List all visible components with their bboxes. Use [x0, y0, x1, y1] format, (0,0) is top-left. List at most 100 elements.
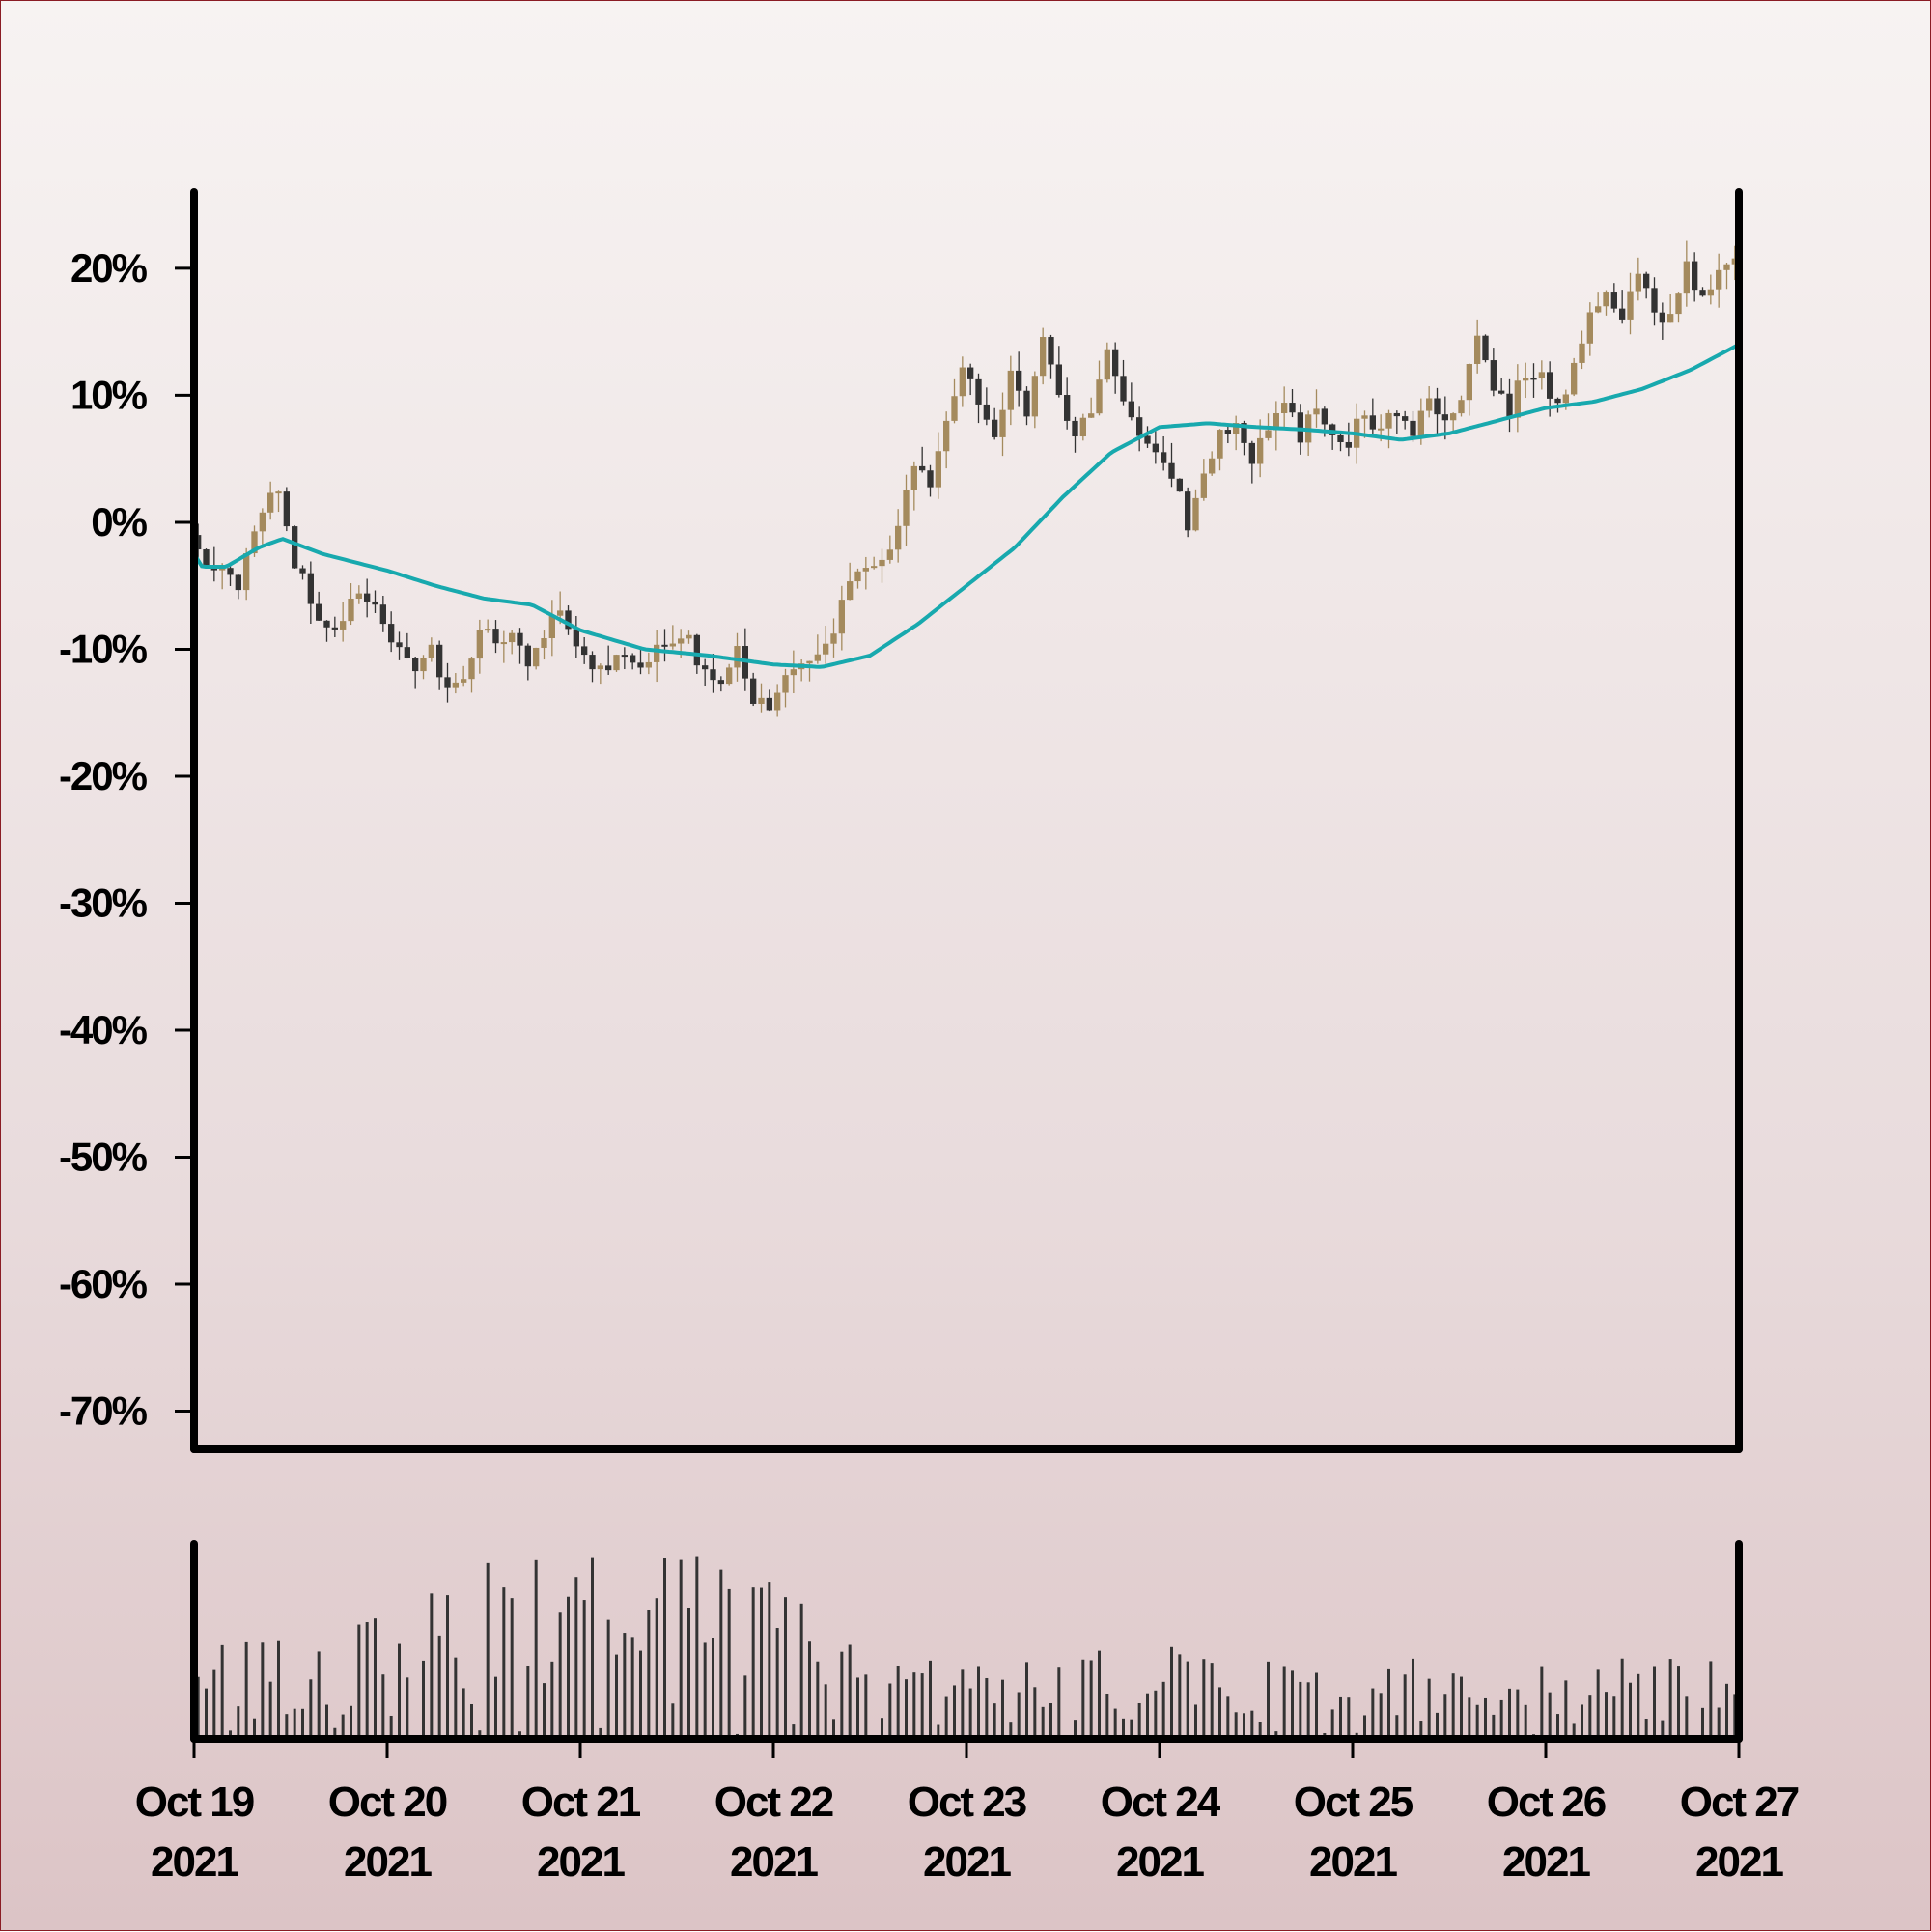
volume-bar	[454, 1657, 458, 1739]
volume-bar	[430, 1593, 434, 1739]
candle-body	[823, 643, 829, 655]
candle-body	[1337, 434, 1344, 442]
candle-body	[1361, 415, 1368, 419]
candle-body	[1579, 343, 1585, 363]
candle-body	[468, 658, 475, 680]
candle-body	[1716, 269, 1722, 290]
volume-bar	[494, 1676, 497, 1739]
candle-body	[1257, 437, 1264, 464]
x-tick-label-year: 2021	[730, 1838, 818, 1886]
candle-body	[597, 665, 603, 670]
candle-body	[702, 665, 709, 670]
candle-body	[1385, 412, 1392, 429]
volume-bar	[1218, 1687, 1221, 1739]
candle-body	[348, 598, 354, 622]
candle-body	[235, 574, 241, 591]
x-tick-label-year: 2021	[923, 1838, 1011, 1886]
volume-bar	[1371, 1688, 1375, 1739]
volume-bar	[1443, 1694, 1447, 1739]
candle-body	[919, 465, 926, 471]
candle-body	[492, 629, 499, 644]
candle-body	[1643, 273, 1650, 289]
candle-body	[1619, 308, 1626, 320]
x-tick-label-year: 2021	[151, 1838, 238, 1886]
candle-body	[935, 451, 941, 488]
candle-body	[307, 573, 314, 604]
volume-bar	[389, 1715, 393, 1739]
candle-body	[1410, 420, 1416, 436]
y-tick-label: -60%	[59, 1261, 148, 1306]
volume-bar	[920, 1673, 924, 1739]
candle-body	[557, 610, 564, 616]
candle-body	[1224, 430, 1231, 434]
volume-bar	[985, 1677, 989, 1739]
volume-bar	[1644, 1719, 1648, 1739]
y-tick-label: -10%	[59, 626, 148, 671]
volume-bar	[1041, 1706, 1045, 1739]
volume-bar	[695, 1556, 699, 1739]
volume-bar	[1250, 1710, 1254, 1739]
volume-bar	[1436, 1712, 1439, 1739]
candle-body	[500, 642, 507, 645]
volume-bar	[1170, 1646, 1173, 1739]
candle-body	[1040, 337, 1047, 377]
candle-body	[686, 634, 692, 639]
candle-body	[710, 669, 716, 681]
candle-body	[1393, 412, 1400, 417]
volume-bar	[398, 1643, 401, 1739]
volume-bar	[317, 1651, 321, 1739]
volume-bar	[824, 1684, 827, 1739]
volume-bar	[1427, 1678, 1431, 1739]
y-tick-label: 10%	[70, 372, 148, 417]
candle-body	[1055, 364, 1062, 396]
y-tick-label: 0%	[91, 499, 147, 545]
candle-body	[517, 632, 523, 646]
volume-bar	[1033, 1687, 1037, 1739]
volume-bar	[792, 1724, 796, 1739]
volume-bar	[1258, 1722, 1262, 1739]
candle-body	[1482, 335, 1489, 361]
candle-body	[1441, 414, 1448, 421]
candle-body	[1031, 376, 1038, 417]
volume-bar	[437, 1635, 441, 1739]
volume-bar	[1717, 1707, 1721, 1739]
candle-body	[1265, 430, 1272, 438]
candle-body	[1104, 349, 1110, 380]
volume-bar	[768, 1582, 771, 1739]
volume-bar	[671, 1703, 675, 1739]
volume-bar	[534, 1559, 538, 1739]
candle-body	[693, 634, 700, 666]
candle-body	[1659, 312, 1665, 323]
x-tick-label-year: 2021	[537, 1838, 625, 1886]
volume-bar	[543, 1683, 546, 1739]
volume-bar	[1363, 1715, 1366, 1739]
candle-body	[573, 629, 579, 647]
candle-body	[548, 615, 555, 639]
x-tick-label-date: Oct 23	[908, 1778, 1026, 1826]
candle-body	[1144, 435, 1151, 444]
volume-bar	[1581, 1704, 1583, 1739]
candle-body	[1530, 378, 1537, 380]
volume-axes	[190, 1540, 1743, 1743]
volume-bar	[647, 1610, 651, 1739]
candle-body	[871, 566, 878, 569]
candle-body	[726, 667, 733, 685]
volume-bar	[1572, 1723, 1576, 1739]
candle-body	[903, 490, 910, 526]
volume-bar	[1395, 1715, 1399, 1739]
candle-body	[243, 553, 250, 591]
volume-bar	[1588, 1695, 1592, 1739]
candle-body	[645, 661, 652, 668]
candle-body	[1434, 398, 1441, 415]
volume-bar	[1725, 1683, 1728, 1739]
x-tick-label-date: Oct 20	[328, 1778, 447, 1826]
volume-bar	[446, 1595, 449, 1739]
candle-body	[1096, 379, 1103, 414]
volume-bar	[1508, 1688, 1511, 1739]
candle-body	[895, 525, 902, 550]
candle-body	[951, 396, 958, 421]
volume-bar	[727, 1588, 731, 1739]
candle-body	[750, 678, 757, 704]
candle-body	[886, 549, 893, 560]
candle-body	[1490, 360, 1497, 391]
